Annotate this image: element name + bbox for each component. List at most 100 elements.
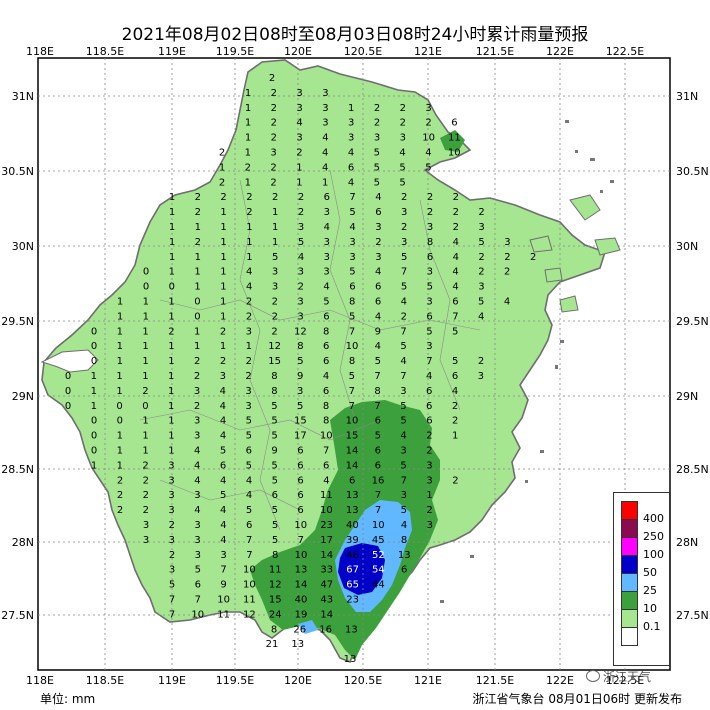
station-value: 4 (323, 282, 329, 293)
station-value: 5 (271, 460, 277, 471)
station-value: 1 (272, 222, 278, 233)
y-axis-right: 31N 30.5N 30N 29.5N 29N 28.5N 28N 27.5N (676, 90, 709, 622)
station-value: 3 (427, 267, 433, 278)
station-value: 1 (168, 341, 174, 352)
y-tick-label: 31N (12, 90, 34, 103)
station-value: 1 (194, 267, 200, 278)
station-value: 2 (452, 475, 458, 486)
station-value: 8 (427, 237, 433, 248)
x-tick-label: 120.5E (344, 674, 382, 687)
station-value: 7 (400, 371, 406, 382)
station-value: 1 (245, 103, 251, 114)
watermark-text: 浙江天气 (603, 670, 652, 684)
x-tick-label: 118E (26, 45, 54, 58)
station-value: 2 (169, 520, 175, 531)
station-value: 1 (220, 237, 226, 248)
station-value: 7 (401, 267, 407, 278)
station-value: 0 (143, 267, 149, 278)
station-value: 5 (401, 282, 407, 293)
station-value: 1 (322, 177, 328, 188)
station-value: 5 (399, 177, 405, 188)
y-tick-label: 28.5N (1, 463, 34, 476)
station-value: 1 (168, 416, 174, 427)
station-value: 5 (400, 341, 406, 352)
station-value: 1 (117, 297, 123, 308)
station-value: 5 (297, 401, 303, 412)
station-value: 6 (246, 520, 252, 531)
station-value: 2 (271, 133, 277, 144)
station-value: 45 (372, 535, 385, 546)
station-value: 6 (272, 490, 278, 501)
station-value: 1 (246, 222, 252, 233)
station-value: 3 (401, 237, 407, 248)
station-value: 4 (220, 475, 226, 486)
station-value: 5 (271, 401, 277, 412)
station-value: 1 (168, 446, 174, 457)
station-value: 1 (246, 252, 252, 263)
station-value: 4 (323, 371, 329, 382)
island-specks (440, 120, 614, 603)
station-value: 15 (268, 356, 281, 367)
station-value: 6 (297, 460, 303, 471)
station-value: 3 (194, 490, 200, 501)
station-value: 4 (322, 162, 328, 173)
station-value: 1 (168, 431, 174, 442)
station-value: 5 (349, 311, 355, 322)
station-value: 3 (220, 371, 226, 382)
station-value: 4 (220, 431, 226, 442)
x-tick-label: 119E (158, 674, 186, 687)
station-value: 6 (323, 341, 329, 352)
issuer-footer: 浙江省气象台 08月01日06时 更新发布 (472, 692, 682, 706)
station-value: 1 (245, 88, 251, 99)
station-value: 2 (478, 267, 484, 278)
station-value: 4 (349, 222, 355, 233)
station-value: 4 (401, 297, 407, 308)
station-value: 2 (194, 401, 200, 412)
station-value: 5 (246, 431, 252, 442)
station-value: 4 (220, 386, 226, 397)
station-value: 3 (427, 222, 433, 233)
station-value: 10 (320, 431, 333, 442)
station-value: 6 (349, 282, 355, 293)
station-value: 4 (400, 356, 406, 367)
station-value: 0 (91, 446, 97, 457)
station-value: 2 (427, 207, 433, 218)
station-value: 1 (168, 311, 174, 322)
station-value: 10 (243, 580, 256, 591)
station-value: 1 (142, 371, 148, 382)
station-value: 5 (169, 580, 175, 591)
station-value: 3 (478, 222, 484, 233)
station-value: 1 (245, 177, 251, 188)
station-value: 44 (372, 580, 385, 591)
station-value: 3 (504, 237, 510, 248)
station-value: 5 (374, 162, 380, 173)
station-value: 2 (400, 118, 406, 129)
station-value: 5 (349, 371, 355, 382)
station-value: 2 (452, 401, 458, 412)
station-value: 4 (220, 535, 226, 546)
station-value: 0 (91, 356, 97, 367)
station-value: 10 (243, 565, 256, 576)
station-value: 13 (344, 654, 357, 665)
legend-swatch (621, 609, 638, 628)
station-value: 8 (323, 401, 329, 412)
station-value: 12 (268, 341, 281, 352)
x-tick-label: 121.5E (476, 45, 514, 58)
station-value: 1 (169, 207, 175, 218)
station-value: 1 (116, 386, 122, 397)
station-value: 3 (270, 148, 276, 159)
station-value: 4 (348, 177, 354, 188)
station-value: 3 (194, 386, 200, 397)
station-value: 54 (372, 565, 385, 576)
station-value: 2 (426, 431, 432, 442)
station-value: 7 (195, 595, 201, 606)
y-tick-label: 27.5N (1, 609, 34, 622)
station-value: 9 (375, 326, 381, 337)
station-value: 3 (478, 282, 484, 293)
station-value: 13 (398, 550, 411, 561)
station-value: 23 (346, 595, 359, 606)
legend-swatch (621, 573, 638, 592)
station-value: 0 (143, 282, 149, 293)
station-value: 7 (169, 609, 175, 620)
